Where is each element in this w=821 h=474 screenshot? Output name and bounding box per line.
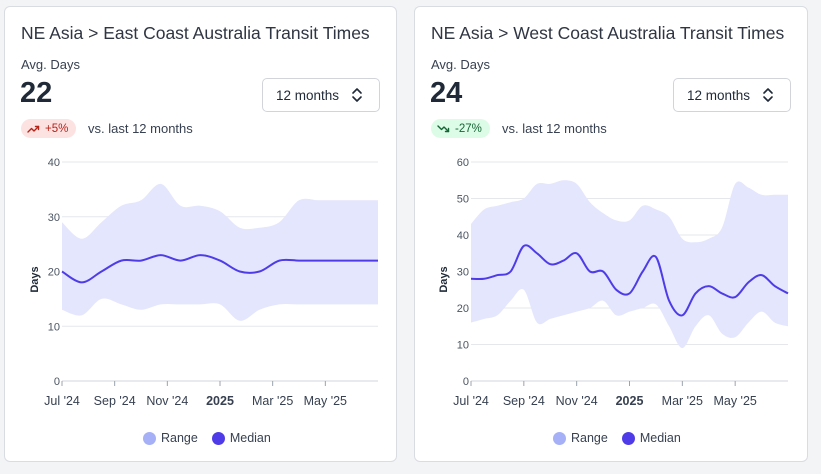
transit-chart-west: 0 10 20 30 40 50 60 Days Jul '24 Sep '24 Nov '24 20…: [438, 157, 789, 408]
x-tick-label: Jul '24: [44, 394, 80, 408]
x-tick-label: Sep '24: [503, 394, 545, 408]
trend-up-icon: [27, 125, 40, 133]
y-tick-label: 0: [463, 376, 469, 388]
legend-item-range[interactable]: Range: [143, 431, 198, 445]
y-tick-label: 30: [48, 212, 60, 224]
change-value: -27%: [455, 122, 482, 135]
legend-label: Range: [161, 431, 198, 445]
y-axis-label: Days: [29, 266, 41, 292]
avg-label: Avg. Days: [431, 57, 491, 72]
chart-legend: Range Median: [143, 431, 271, 445]
chevron-updown-icon: [763, 88, 773, 102]
x-tick-label: Mar '25: [252, 394, 293, 408]
change-badge: -27%: [431, 119, 490, 138]
y-tick-label: 40: [48, 157, 60, 169]
x-tick-label: May '25: [713, 394, 756, 408]
legend-label: Median: [639, 431, 681, 445]
y-tick-label: 20: [457, 303, 469, 315]
change-value: +5%: [45, 122, 69, 135]
legend-item-range[interactable]: Range: [553, 431, 608, 445]
x-tick-label: Sep '24: [94, 394, 136, 408]
x-tick-label: May '25: [304, 394, 347, 408]
compare-text: vs. last 12 months: [502, 121, 607, 136]
y-axis-label: Days: [438, 266, 450, 292]
y-tick-label: 0: [54, 376, 60, 388]
avg-value: 24: [430, 77, 463, 109]
x-tick-label: Mar '25: [662, 394, 703, 408]
legend-item-median[interactable]: Median: [621, 431, 681, 445]
range-area: [471, 180, 788, 349]
y-tick-label: 30: [457, 267, 469, 279]
chart-legend: Range Median: [553, 431, 681, 445]
y-tick-label: 10: [48, 321, 60, 333]
x-tick-label: 2025: [206, 394, 234, 408]
range-swatch: [143, 431, 156, 445]
legend-label: Range: [571, 431, 608, 445]
change-badge: +5%: [21, 119, 77, 138]
median-swatch: [211, 431, 225, 445]
avg-label: Avg. Days: [21, 57, 81, 72]
transit-chart-east: 0 10 20 30 40 Days Jul '24 Sep '24 Nov '24 2025 Ma…: [29, 157, 378, 408]
legend-item-median[interactable]: Median: [211, 431, 271, 445]
compare-text: vs. last 12 months: [88, 121, 193, 136]
period-select[interactable]: 12 months: [673, 78, 791, 112]
y-tick-label: 10: [457, 340, 469, 352]
transit-card-east: NE Asia > East Coast Australia Transit T…: [4, 6, 397, 462]
range-swatch: [553, 431, 566, 445]
x-tick-label: Nov '24: [146, 394, 188, 408]
period-select[interactable]: 12 months: [262, 78, 380, 112]
trend-down-icon: [437, 124, 450, 132]
transit-card-west: NE Asia > West Coast Australia Transit T…: [414, 6, 808, 462]
median-line: [470, 244, 789, 317]
legend-label: Median: [229, 431, 271, 445]
range-area: [62, 183, 378, 321]
y-tick-label: 20: [48, 267, 60, 279]
card-title: NE Asia > East Coast Australia Transit T…: [21, 23, 370, 43]
y-tick-label: 50: [457, 194, 469, 206]
avg-value: 22: [20, 77, 53, 109]
median-line: [61, 254, 378, 284]
chevron-updown-icon: [352, 88, 362, 102]
y-tick-label: 40: [457, 230, 469, 242]
card-title: NE Asia > West Coast Australia Transit T…: [431, 23, 785, 43]
period-select-value: 12 months: [276, 88, 340, 103]
median-swatch: [621, 431, 635, 445]
x-tick-label: 2025: [616, 394, 644, 408]
y-tick-label: 60: [457, 157, 469, 169]
period-select-value: 12 months: [687, 88, 751, 103]
x-tick-label: Nov '24: [556, 394, 598, 408]
x-tick-label: Jul '24: [453, 394, 489, 408]
